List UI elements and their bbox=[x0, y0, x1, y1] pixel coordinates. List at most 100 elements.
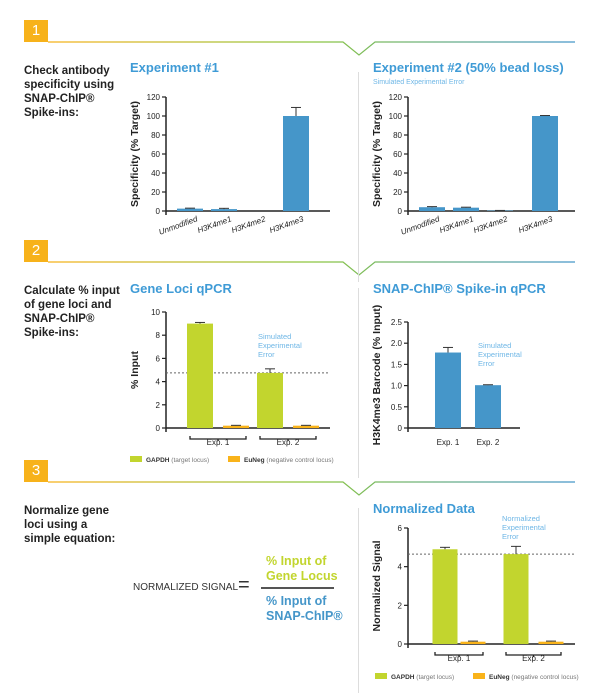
chart-5-y-tick-label: 0 bbox=[398, 640, 403, 649]
chart-1-y-tick-label: 60 bbox=[151, 150, 160, 159]
chart-5-bar-euneg bbox=[460, 641, 486, 644]
chart-2-title: Experiment #2 (50% bead loss) bbox=[373, 60, 564, 75]
chart-2-subtitle: Simulated Experimental Error bbox=[373, 79, 465, 86]
chart-3-bar-euneg bbox=[223, 425, 249, 428]
chart-3-y-tick-label: 4 bbox=[156, 378, 161, 387]
step-1-text: Check antibody specificity using SNAP-Ch… bbox=[24, 65, 115, 119]
chart-3-y-tick-label: 10 bbox=[151, 308, 160, 317]
legend-label-euneg: EuNeg (negative control locus) bbox=[244, 457, 334, 464]
legend-label-gapdh: GAPDH (target locus) bbox=[146, 457, 209, 464]
chart-1-x-tick-label: H3K4me3 bbox=[268, 214, 305, 235]
chart-2-y-tick-label: 0 bbox=[398, 207, 403, 216]
chart-2-y-tick-label: 40 bbox=[393, 169, 402, 178]
chart-3-x-tick-label: Exp. 2 bbox=[277, 438, 300, 447]
chart-5-y-tick-label: 4 bbox=[398, 563, 403, 572]
chart-2-x-tick-label: Unmodified bbox=[400, 214, 442, 236]
chart-5-bar-euneg bbox=[538, 641, 564, 644]
chart-5-x-tick-label: Exp. 1 bbox=[448, 654, 471, 663]
chart-1-bar-specificity bbox=[283, 116, 309, 211]
legend-swatch-euneg bbox=[228, 456, 240, 462]
chart-1-x-tick-label: H3K4me1 bbox=[196, 214, 233, 235]
chart-2-y-tick-label: 60 bbox=[393, 150, 402, 159]
chart-4-y-tick-label: 2.5 bbox=[391, 318, 403, 327]
chart-4-y-tick-label: 0.5 bbox=[391, 403, 403, 412]
chart-1-bar-specificity bbox=[177, 208, 203, 211]
chart-3-bar-euneg bbox=[293, 425, 319, 428]
divider bbox=[358, 72, 359, 282]
chart-1-x-tick-label: H3K4me2 bbox=[230, 214, 267, 235]
chart-2-bar-specificity bbox=[419, 207, 445, 211]
section-rule bbox=[48, 41, 575, 56]
chart-5-bar-gapdh bbox=[432, 549, 458, 644]
chart-1-y-tick-label: 80 bbox=[151, 131, 160, 140]
chart-2-y-label: Specificity (% Target) bbox=[371, 101, 383, 207]
chart-1-y-label: Specificity (% Target) bbox=[129, 101, 141, 207]
step-1-badge: 1 bbox=[24, 20, 48, 42]
step-3-text: Normalize gene loci using a simple equat… bbox=[24, 505, 116, 545]
chart-4-annotation: Simulated Experimental Error bbox=[478, 341, 522, 368]
chart-3-x-tick-label: Exp. 1 bbox=[207, 438, 230, 447]
chart-3-bar-gapdh bbox=[187, 323, 213, 428]
chart-4-title: SNAP-ChIP® Spike-in qPCR bbox=[373, 281, 546, 296]
chart-3-y-tick-label: 2 bbox=[156, 401, 161, 410]
step-2-badge: 2 bbox=[24, 240, 48, 262]
chart-4-x-tick-label: Exp. 2 bbox=[477, 438, 500, 447]
chart-5-annotation: Normalized Experimental Error bbox=[502, 514, 546, 541]
legend-swatch-euneg bbox=[473, 673, 485, 679]
chart-3-y-tick-label: 0 bbox=[156, 424, 161, 433]
section-rule bbox=[48, 481, 575, 496]
chart-4-y-tick-label: 1.0 bbox=[391, 382, 403, 391]
chart-1-y-tick-label: 40 bbox=[151, 169, 160, 178]
chart-4-y-tick-label: 2.0 bbox=[391, 339, 403, 348]
equals-sign: = bbox=[238, 574, 250, 596]
chart-5-y-label: Normalized Signal bbox=[371, 540, 383, 631]
chart-2-x-tick-label: H3K4me1 bbox=[438, 214, 475, 235]
chart-3-annotation: Simulated Experimental Error bbox=[258, 332, 302, 359]
chart-2-y-tick-label: 20 bbox=[393, 188, 402, 197]
chart-3-bar-gapdh bbox=[257, 372, 283, 428]
legend-swatch-gapdh bbox=[375, 673, 387, 679]
chart-4-y-tick-label: 1.5 bbox=[391, 360, 403, 369]
chart-1-bar-specificity bbox=[211, 209, 237, 211]
chart-2-bar-specificity bbox=[453, 207, 479, 211]
chart-2-y-tick-label: 100 bbox=[389, 112, 403, 121]
chart-2-bar-specificity bbox=[532, 116, 558, 211]
chart-5-bar-gapdh bbox=[503, 554, 529, 644]
chart-2-y-tick-label: 120 bbox=[389, 93, 403, 102]
chart-2-y-tick-label: 80 bbox=[393, 131, 402, 140]
chart-5-y-tick-label: 2 bbox=[398, 601, 403, 610]
divider bbox=[358, 288, 359, 478]
chart-2-x-tick-label: H3K4me3 bbox=[517, 214, 554, 235]
section-rule bbox=[48, 261, 575, 276]
legend-swatch-gapdh bbox=[130, 456, 142, 462]
chart-3-y-tick-label: 6 bbox=[156, 354, 161, 363]
chart-3-y-label: % Input bbox=[129, 351, 141, 389]
chart-4-bar-h3k4me3-barcode bbox=[435, 352, 461, 428]
legend-label-gapdh: GAPDH (target locus) bbox=[391, 674, 454, 681]
chart-3-y-tick-label: 8 bbox=[156, 331, 161, 340]
fraction-line bbox=[261, 587, 334, 589]
chart-4-x-tick-label: Exp. 1 bbox=[437, 438, 460, 447]
equation-denominator: % Input of SNAP-ChIP® bbox=[266, 594, 343, 623]
chart-1-y-tick-label: 120 bbox=[147, 93, 161, 102]
chart-4-y-tick-label: 0 bbox=[398, 424, 403, 433]
chart-5-title: Normalized Data bbox=[373, 501, 475, 516]
equation-label: NORMALIZED SIGNAL bbox=[133, 582, 239, 593]
chart-5-x-tick-label: Exp. 2 bbox=[522, 654, 545, 663]
chart-1-title: Experiment #1 bbox=[130, 60, 219, 75]
equation-numerator: % Input of Gene Locus bbox=[266, 554, 338, 583]
chart-4-bar-h3k4me3-barcode bbox=[475, 385, 501, 428]
chart-1-y-tick-label: 100 bbox=[147, 112, 161, 121]
step-3-badge: 3 bbox=[24, 460, 48, 482]
chart-1-y-tick-label: 20 bbox=[151, 188, 160, 197]
divider bbox=[358, 508, 359, 693]
chart-1-y-tick-label: 0 bbox=[156, 207, 161, 216]
chart-5-y-tick-label: 6 bbox=[398, 524, 403, 533]
chart-1-x-tick-label: Unmodified bbox=[158, 214, 200, 236]
chart-2-x-tick-label: H3K4me2 bbox=[472, 214, 509, 235]
chart-3-title: Gene Loci qPCR bbox=[130, 281, 232, 296]
legend-label-euneg: EuNeg (negative control locus) bbox=[489, 674, 579, 681]
chart-4-y-label: H3K4me3 Barcode (% Input) bbox=[371, 305, 383, 446]
